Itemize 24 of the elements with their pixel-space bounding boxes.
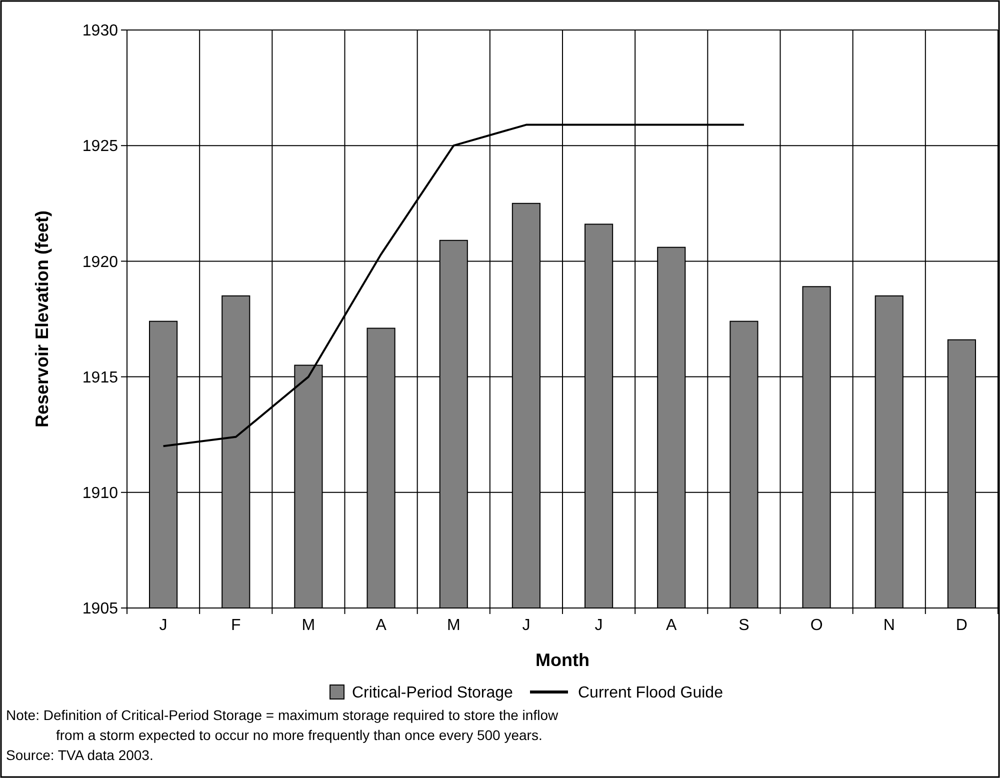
x-tick-label: O [810, 617, 823, 634]
x-tick-label: J [522, 617, 530, 634]
x-tick-label: A [666, 617, 678, 634]
y-tick-label: 1910 [82, 485, 118, 502]
x-tick-label: S [738, 617, 750, 634]
x-tick-label: M [446, 617, 460, 634]
x-tick-label: J [594, 617, 603, 634]
source-note: Source: TVA data 2003. [6, 747, 154, 763]
y-axis-title: Reservoir Elevation (feet) [32, 210, 52, 428]
x-tick-label: J [159, 617, 168, 634]
x-tick-label: D [956, 617, 968, 634]
x-tick-label: M [302, 617, 316, 634]
y-tick-label: 1925 [82, 138, 118, 156]
legend-label: Current Flood Guide [578, 684, 724, 702]
y-tick-label: 1920 [82, 254, 118, 271]
x-tick-label: N [883, 617, 895, 634]
x-tick-label: F [230, 617, 241, 634]
x-tick-label: A [376, 617, 387, 634]
y-tick-label: 1905 [82, 600, 118, 618]
y-tick-label: 1930 [82, 22, 118, 40]
y-tick-label: 1915 [82, 369, 118, 386]
text: Note: Definition of Critical-Period Storage = maximum storage required to store the inflow from a storm expected to occur no more frequently than once every 500 years. [6, 707, 559, 743]
legend-label: Critical-Period Storage [352, 684, 514, 702]
x-axis-title: Month [536, 650, 590, 670]
